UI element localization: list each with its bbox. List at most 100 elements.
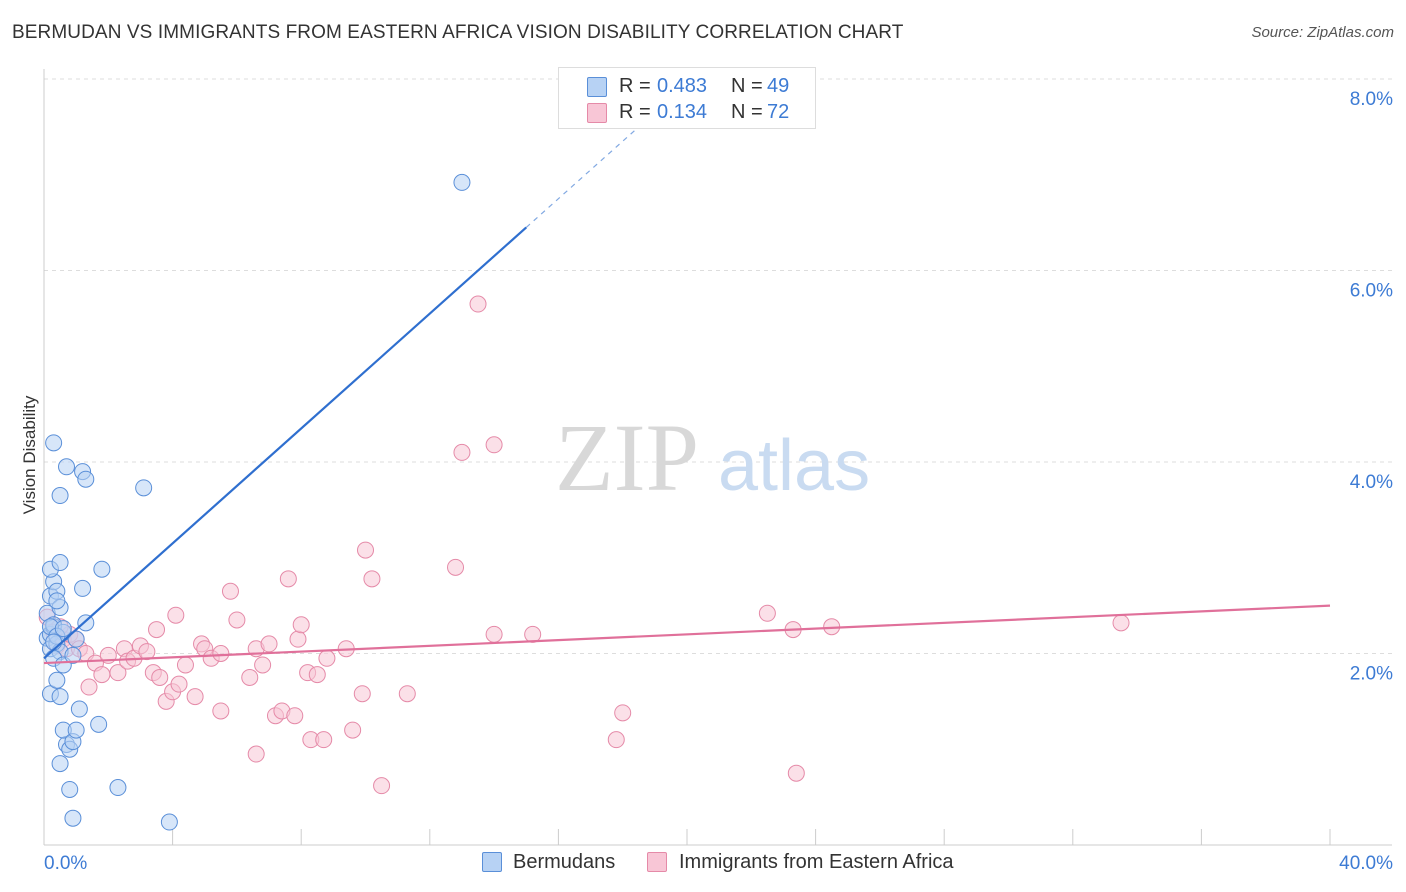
immigrants-trend-line <box>43 604 1331 665</box>
bermudans-point <box>51 554 69 572</box>
immigrants-point <box>485 436 503 454</box>
y-tick-label: 2.0% <box>1350 664 1393 685</box>
immigrants-point <box>318 649 336 667</box>
immigrants-point <box>254 656 272 674</box>
n-label: N = <box>731 75 763 97</box>
bermudans-points <box>38 173 471 831</box>
immigrants-point <box>373 777 391 795</box>
immigrants-point <box>308 666 326 684</box>
bermudans-point <box>48 671 66 689</box>
bermudans-point <box>70 700 88 718</box>
y-axis-label: Vision Disability <box>20 395 39 514</box>
immigrants-point <box>607 731 625 749</box>
y-tick-label: 4.0% <box>1350 472 1393 493</box>
bermudans-point <box>453 173 471 191</box>
bermudans-point <box>48 592 66 610</box>
immigrants-point <box>170 675 188 693</box>
legend-label-immigrants: Immigrants from Eastern Africa <box>679 851 954 873</box>
immigrants-point <box>228 611 246 629</box>
grid <box>44 78 1392 654</box>
immigrants-point <box>398 685 416 703</box>
bermudans-point <box>45 633 63 651</box>
bermudans-point <box>77 470 95 488</box>
immigrants-point <box>315 731 333 749</box>
immigrants-point <box>151 668 169 686</box>
immigrants-point <box>524 625 542 643</box>
bermudans-point <box>64 646 82 664</box>
r-label: R = <box>619 75 651 97</box>
bermudans-point <box>160 813 178 831</box>
axes <box>43 69 1392 846</box>
immigrants-point <box>247 745 265 763</box>
immigrants-point <box>93 666 111 684</box>
immigrants-point <box>344 721 362 739</box>
immigrants-point <box>212 702 230 720</box>
pink-swatch-icon <box>587 103 607 123</box>
legend-label-bermudans: Bermudans <box>513 851 616 873</box>
x-tick-label-right: 40.0% <box>1339 853 1393 874</box>
n-label: N = <box>731 101 763 123</box>
immigrants-point <box>260 635 278 653</box>
immigrants-point <box>148 621 166 639</box>
immigrants-point <box>167 606 185 624</box>
immigrants-point <box>357 541 374 559</box>
correlation-legend: R = 0.483 N = 49 R = 0.134 N = 72 <box>558 67 816 129</box>
r-value: 0.483 <box>657 75 708 97</box>
bermudans-point <box>93 560 111 578</box>
blue-swatch-icon <box>587 77 607 97</box>
immigrants-point <box>447 558 465 576</box>
immigrants-point <box>614 704 632 722</box>
pink-swatch-icon <box>647 852 667 872</box>
watermark-atlas: atlas <box>718 426 870 506</box>
n-value: 49 <box>767 75 790 97</box>
immigrants-point <box>109 664 127 682</box>
bermudans-point <box>74 579 92 597</box>
bermudans-trend-line <box>43 226 527 660</box>
immigrants-point <box>176 656 194 674</box>
immigrants-point <box>186 688 204 706</box>
immigrants-point <box>787 764 805 782</box>
trend-lines <box>43 109 1331 665</box>
r-value: 0.134 <box>657 101 708 123</box>
immigrants-point <box>292 616 310 634</box>
bermudans-point <box>64 809 82 827</box>
n-value: 72 <box>767 101 790 123</box>
bermudans-point <box>51 688 69 706</box>
immigrants-point <box>453 443 471 461</box>
bermudans-point <box>109 779 127 797</box>
immigrants-point <box>221 582 239 600</box>
bermudans-point <box>67 630 85 648</box>
bermudans-point <box>135 479 153 497</box>
immigrants-point <box>353 685 371 703</box>
bermudans-point <box>61 780 79 798</box>
immigrants-point <box>485 625 503 643</box>
y-tick-label: 8.0% <box>1350 89 1393 110</box>
bermudans-point <box>54 620 72 638</box>
bermudans-point <box>51 487 69 505</box>
blue-swatch-icon <box>482 852 502 872</box>
watermark-zip: ZIP <box>555 404 699 511</box>
bermudans-point <box>77 614 95 632</box>
immigrants-point <box>80 678 98 696</box>
bermudans-point <box>51 755 69 773</box>
source-label: Source: ZipAtlas.com <box>1251 24 1394 41</box>
immigrants-point <box>1112 614 1130 632</box>
immigrants-point <box>212 645 230 662</box>
immigrants-point <box>363 570 381 588</box>
bermudans-point <box>90 715 108 733</box>
immigrants-point <box>241 668 259 686</box>
bermudans-point <box>67 721 85 739</box>
tick-labels: 2.0% 4.0% 6.0% 8.0% 0.0% 40.0% <box>44 89 1393 874</box>
x-tick-label-left: 0.0% <box>44 853 87 874</box>
immigrants-point <box>279 570 297 588</box>
immigrants-point <box>138 643 156 661</box>
y-tick-label: 6.0% <box>1350 281 1393 302</box>
immigrants-point <box>758 604 776 622</box>
r-label: R = <box>619 101 651 123</box>
immigrants-point <box>289 630 307 648</box>
chart-title: BERMUDAN VS IMMIGRANTS FROM EASTERN AFRI… <box>12 22 904 43</box>
bermudans-point <box>45 434 63 452</box>
immigrants-points <box>38 295 1130 795</box>
immigrants-point <box>286 707 304 725</box>
immigrants-point <box>469 295 487 313</box>
